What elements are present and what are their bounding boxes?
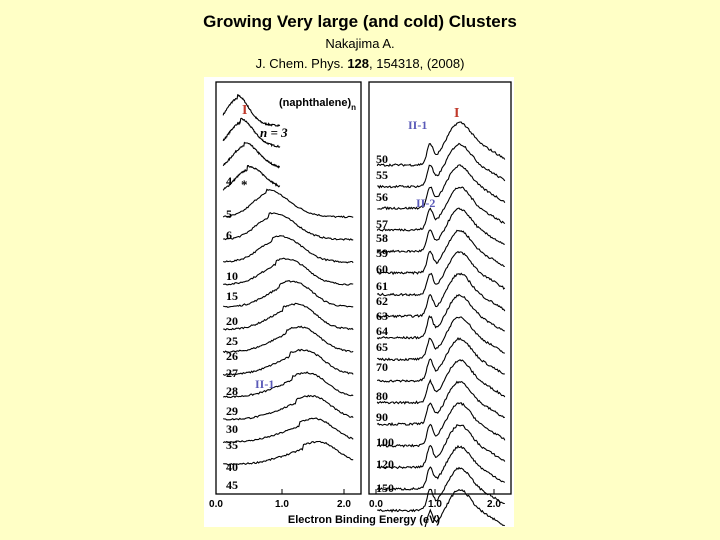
left-size-label: 26 bbox=[226, 349, 238, 363]
right-tick-label: 2.0 bbox=[487, 499, 501, 510]
species-name: (naphthalene) bbox=[279, 97, 351, 109]
left-panel-frame bbox=[215, 81, 362, 495]
left-spectrum-trace bbox=[222, 348, 354, 376]
right-spectrum-trace bbox=[377, 142, 506, 189]
left-size-label: 25 bbox=[226, 334, 238, 348]
right-spectrum-trace bbox=[376, 424, 506, 470]
right-spectra-group bbox=[376, 121, 506, 527]
peak-label-II2-right: II-2 bbox=[416, 196, 435, 210]
right-size-label: 150 bbox=[376, 481, 394, 495]
right-size-label: 58 bbox=[376, 231, 388, 245]
left-tick-label: 0.0 bbox=[209, 499, 223, 510]
left-size-label: 40 bbox=[226, 460, 238, 474]
right-spectrum-trace bbox=[377, 164, 506, 211]
right-spectrum-trace bbox=[377, 207, 505, 254]
right-spectrum-trace bbox=[376, 293, 505, 340]
left-size-label: 30 bbox=[226, 422, 238, 436]
right-size-label: 56 bbox=[376, 190, 388, 204]
right-tick-label: 1.0 bbox=[428, 499, 442, 510]
left-spectrum-trace bbox=[223, 235, 354, 264]
right-panel-frame bbox=[368, 81, 512, 495]
author-line: Nakajima A. bbox=[325, 36, 395, 51]
left-size-label: 15 bbox=[226, 289, 238, 303]
left-size-label: 6 bbox=[226, 228, 232, 242]
left-spectra-group bbox=[222, 94, 354, 466]
species-subscript: n bbox=[351, 103, 356, 112]
left-size-label: 29 bbox=[226, 404, 238, 418]
left-size-label: 10 bbox=[226, 269, 238, 283]
right-size-label: 59 bbox=[376, 246, 388, 260]
right-spectrum-trace bbox=[376, 402, 506, 448]
right-size-label: 61 bbox=[376, 279, 388, 293]
left-spectrum-trace bbox=[222, 188, 354, 219]
citation-rest: , 154318, (2008) bbox=[369, 56, 465, 71]
axis-ticks: 0.0 1.0 2.0 0.0 1.0 2.0 bbox=[209, 489, 501, 510]
left-size-label: 20 bbox=[226, 314, 238, 328]
peak-label-I-left: I bbox=[242, 103, 247, 118]
right-spectrum-trace bbox=[376, 121, 506, 167]
peak-label-I-right: I bbox=[454, 106, 459, 121]
right-size-label: 55 bbox=[376, 168, 388, 182]
right-spectrum-trace bbox=[376, 186, 506, 232]
right-size-label: 80 bbox=[376, 389, 388, 403]
right-spectrum-trace bbox=[376, 380, 505, 427]
right-spectrum-trace bbox=[424, 488, 505, 527]
left-tick-label: 1.0 bbox=[275, 499, 289, 510]
left-size-label: 28 bbox=[226, 384, 238, 398]
left-size-label: 35 bbox=[226, 438, 238, 452]
species-label: (naphthalene)n bbox=[279, 97, 356, 112]
citation-volume: 128 bbox=[347, 56, 370, 71]
left-spectrum-trace bbox=[223, 212, 354, 241]
right-size-label: 62 bbox=[376, 294, 388, 308]
right-size-label: 120 bbox=[376, 457, 394, 471]
right-size-label: 70 bbox=[376, 360, 388, 374]
left-size-label: 45 bbox=[226, 478, 238, 492]
left-spectrum-trace bbox=[222, 94, 281, 127]
slide-title: Growing Very large (and cold) Clusters bbox=[203, 12, 517, 31]
peak-label-II1-right: II-1 bbox=[408, 118, 427, 132]
left-size-label: 5 bbox=[226, 207, 232, 221]
left-tick-label: 2.0 bbox=[337, 499, 351, 510]
left-spectrum-trace bbox=[222, 371, 354, 399]
left-spectrum-trace bbox=[222, 117, 281, 148]
right-size-label: 65 bbox=[376, 340, 388, 354]
right-spectrum-trace bbox=[376, 466, 505, 513]
left-spectrum-trace bbox=[222, 325, 354, 354]
right-size-label: 57 bbox=[376, 217, 388, 231]
left-spectrum-trace bbox=[222, 417, 354, 444]
right-size-label: 60 bbox=[376, 262, 388, 276]
left-spectrum-trace bbox=[223, 394, 354, 421]
right-size-label: 90 bbox=[376, 410, 388, 424]
left-spectrum-trace bbox=[223, 302, 354, 331]
right-spectrum-trace bbox=[376, 250, 506, 297]
peak-label-II1-left: II-1 bbox=[255, 377, 274, 391]
left-size-label: 27 bbox=[226, 366, 238, 380]
right-spectrum-trace bbox=[376, 229, 505, 276]
left-spectrum-trace bbox=[223, 440, 354, 466]
right-spectrum-trace bbox=[377, 272, 506, 319]
left-spectrum-trace bbox=[223, 257, 354, 286]
right-size-label: 63 bbox=[376, 309, 388, 323]
citation-line: J. Chem. Phys. 128, 154318, (2008) bbox=[0, 56, 720, 71]
star-marker: * bbox=[241, 177, 248, 192]
left-size-label: 4 bbox=[226, 174, 232, 188]
right-spectrum-trace bbox=[376, 337, 505, 383]
left-spectrum-trace bbox=[223, 280, 354, 309]
right-spectrum-trace bbox=[377, 316, 505, 362]
right-spectrum-trace bbox=[376, 444, 506, 491]
left-spectrum-trace bbox=[222, 164, 281, 191]
x-axis-label: Electron Binding Energy (eV) bbox=[288, 514, 441, 526]
right-size-label: 50 bbox=[376, 152, 388, 166]
left-spectrum-trace bbox=[222, 141, 281, 169]
citation-journal: J. Chem. Phys. bbox=[255, 56, 348, 71]
n-label: n = 3 bbox=[260, 125, 288, 140]
right-size-label: 64 bbox=[376, 324, 388, 338]
right-size-label: 100 bbox=[376, 435, 394, 449]
photoelectron-spectra-figure: 4 5 6 10 15 20 25 26 27 28 29 30 35 40 45 50 55 56 57 58 59… bbox=[204, 77, 514, 527]
right-spectrum-trace bbox=[376, 359, 506, 405]
right-tick-label: 0.0 bbox=[369, 499, 383, 510]
